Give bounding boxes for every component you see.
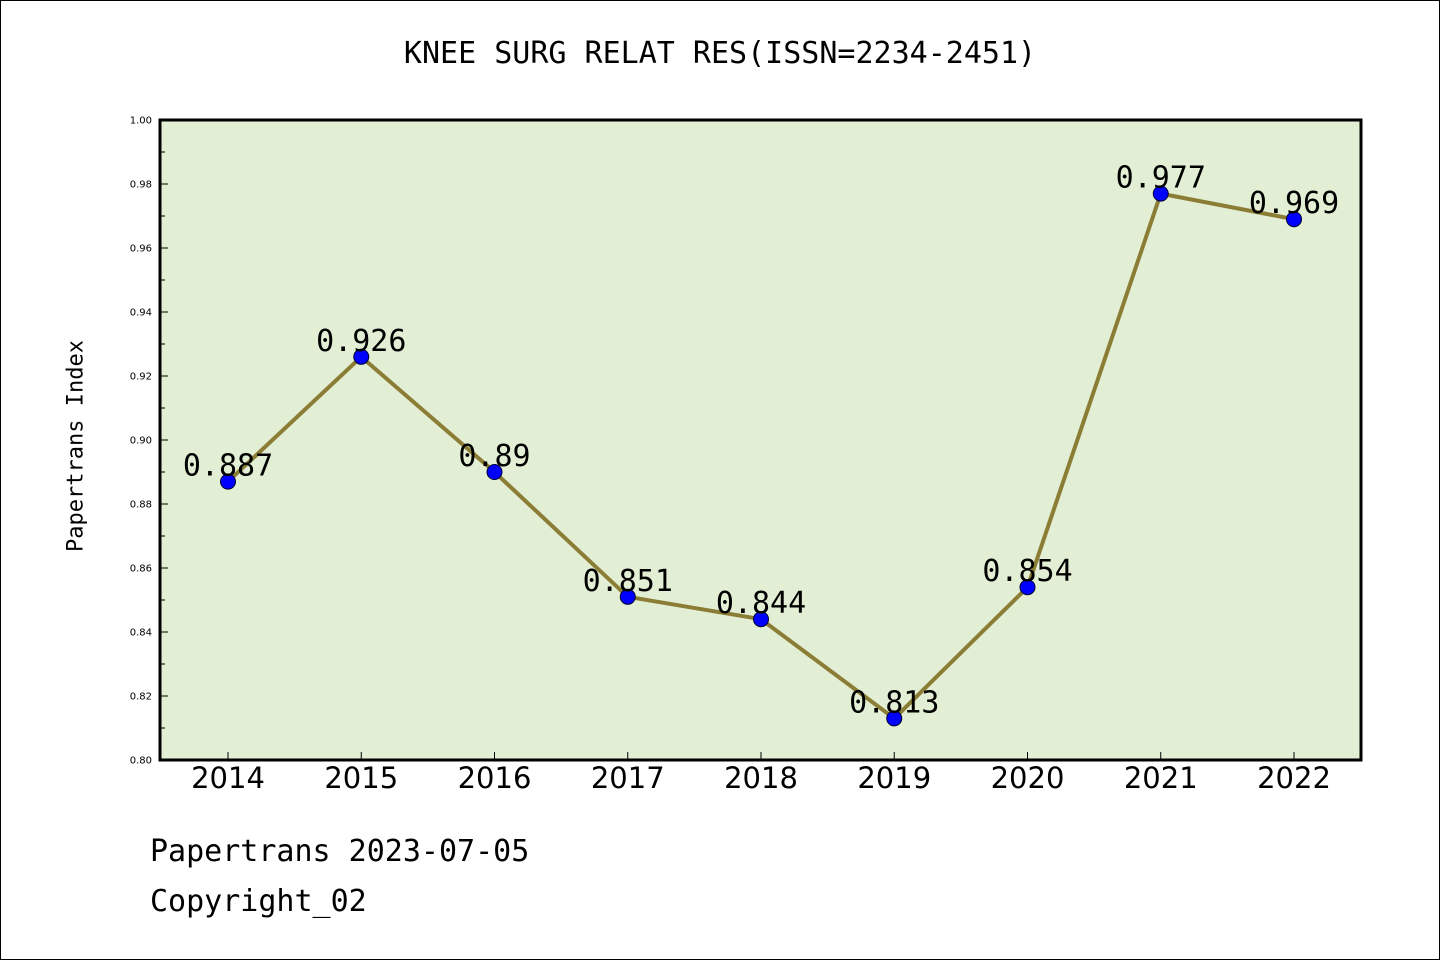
data-point: [486, 464, 503, 480]
y-tick-label: 0.84: [130, 628, 152, 639]
x-tick-label: 2019: [857, 761, 931, 795]
y-tick-label: 1.00: [130, 116, 152, 127]
data-point: [1286, 211, 1302, 228]
chart-title: KNEE SURG RELAT RES(ISSN=2234-2451): [403, 36, 1037, 71]
data-label: 0.969: [1249, 186, 1339, 221]
footer-copyright: Copyright_02: [150, 884, 367, 919]
y-tick-label: 0.94: [130, 308, 152, 319]
data-label: 0.844: [716, 586, 806, 621]
x-tick-label: 2018: [724, 761, 798, 795]
footer-date: Papertrans 2023-07-05: [150, 834, 530, 869]
y-tick-label: 0.90: [130, 436, 152, 447]
data-point: [886, 710, 903, 727]
x-tick-label: 2021: [1124, 761, 1198, 795]
x-tick-label: 2017: [591, 761, 665, 795]
y-tick-label: 0.92: [130, 372, 152, 383]
data-point: [1152, 185, 1169, 202]
data-label: 0.851: [583, 564, 673, 599]
y-tick-label: 0.88: [130, 500, 152, 511]
data-label: 0.926: [316, 324, 406, 359]
x-tick-label: 2016: [458, 761, 532, 795]
data-point: [1019, 579, 1036, 596]
data-label: 0.887: [183, 449, 273, 484]
plot-frame: [158, 118, 1363, 762]
x-tick-label: 2022: [1257, 761, 1331, 795]
plot-area: [160, 120, 1361, 760]
y-tick-label: 0.96: [130, 244, 152, 255]
x-tick-label: 2015: [324, 761, 398, 795]
data-point: [353, 348, 370, 365]
x-tick-label: 2014: [191, 761, 265, 795]
y-tick-label: 0.86: [130, 564, 152, 575]
data-point: [619, 588, 636, 605]
data-label: 0.813: [849, 685, 939, 720]
y-tick-label: 0.80: [130, 756, 152, 767]
data-point: [220, 473, 236, 490]
data-label: 0.89: [458, 439, 530, 474]
x-tick-label: 2020: [991, 761, 1065, 795]
data-point: [753, 611, 769, 628]
y-tick-label: 0.82: [130, 692, 152, 703]
data-label: 0.977: [1116, 161, 1206, 196]
data-label: 0.854: [982, 554, 1072, 589]
y-tick-label: 0.98: [130, 180, 152, 191]
